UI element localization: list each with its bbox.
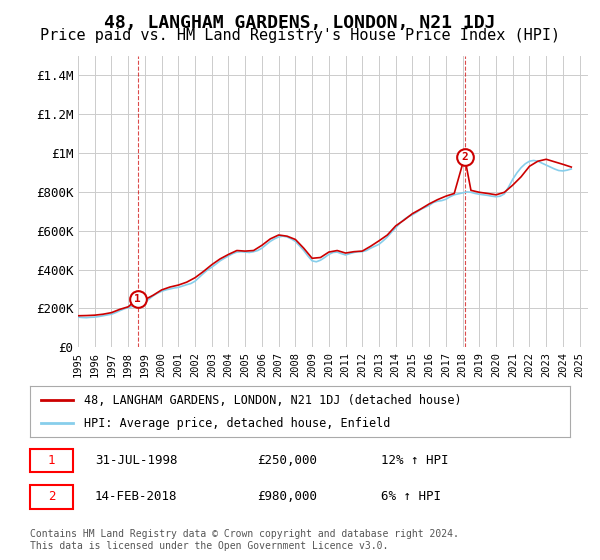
Text: Price paid vs. HM Land Registry's House Price Index (HPI): Price paid vs. HM Land Registry's House …	[40, 28, 560, 43]
Text: 1: 1	[134, 293, 141, 304]
Text: 2: 2	[461, 152, 468, 162]
Text: 6% ↑ HPI: 6% ↑ HPI	[381, 491, 441, 503]
Text: £980,000: £980,000	[257, 491, 317, 503]
Text: HPI: Average price, detached house, Enfield: HPI: Average price, detached house, Enfi…	[84, 417, 391, 430]
Text: Contains HM Land Registry data © Crown copyright and database right 2024.
This d: Contains HM Land Registry data © Crown c…	[30, 529, 459, 551]
FancyBboxPatch shape	[30, 449, 73, 472]
Text: 1: 1	[48, 454, 55, 467]
Text: 48, LANGHAM GARDENS, LONDON, N21 1DJ (detached house): 48, LANGHAM GARDENS, LONDON, N21 1DJ (de…	[84, 394, 461, 407]
Text: 14-FEB-2018: 14-FEB-2018	[95, 491, 178, 503]
FancyBboxPatch shape	[30, 486, 73, 508]
Text: 12% ↑ HPI: 12% ↑ HPI	[381, 454, 449, 467]
Text: 31-JUL-1998: 31-JUL-1998	[95, 454, 178, 467]
Text: 48, LANGHAM GARDENS, LONDON, N21 1DJ: 48, LANGHAM GARDENS, LONDON, N21 1DJ	[104, 14, 496, 32]
Text: £250,000: £250,000	[257, 454, 317, 467]
Text: 2: 2	[48, 491, 55, 503]
